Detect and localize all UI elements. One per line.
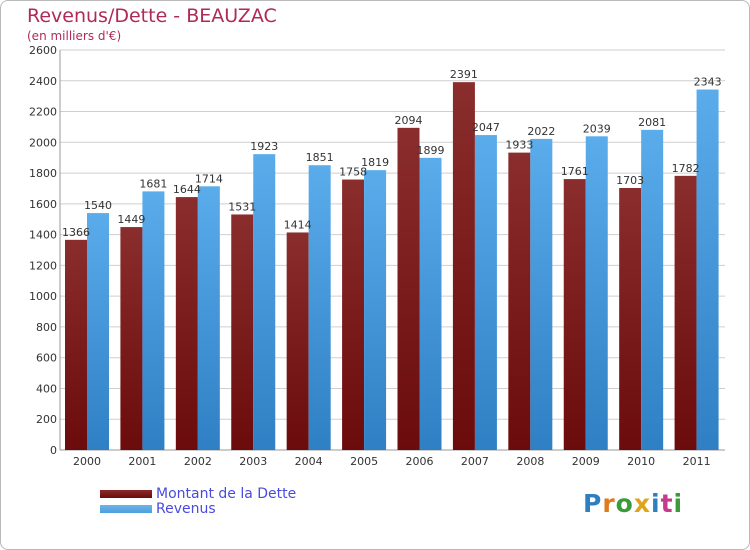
bar-debt xyxy=(619,188,642,450)
logo-letter: P xyxy=(583,489,603,518)
data-label-debt: 1449 xyxy=(117,213,145,226)
bar-revenue xyxy=(641,129,664,450)
bar-debt xyxy=(508,152,531,450)
data-label-revenue: 1714 xyxy=(195,172,223,185)
y-tick-label: 2600 xyxy=(29,44,57,57)
data-label-revenue: 2081 xyxy=(638,116,666,129)
data-label-debt: 1761 xyxy=(561,165,589,178)
bar-revenue xyxy=(585,136,608,451)
x-tick-label: 2001 xyxy=(128,455,156,468)
data-label-debt: 2391 xyxy=(450,68,478,81)
bar-debt xyxy=(175,197,198,450)
x-tick-label: 2011 xyxy=(683,455,711,468)
bar-revenue xyxy=(530,138,553,450)
x-tick-label: 2007 xyxy=(461,455,489,468)
y-tick-label: 2200 xyxy=(29,106,57,119)
logo-letter: t xyxy=(660,489,674,518)
x-tick-label: 2006 xyxy=(406,455,434,468)
data-label-debt: 2094 xyxy=(395,114,423,127)
data-label-revenue: 1681 xyxy=(139,177,167,190)
data-label-revenue: 1819 xyxy=(361,156,389,169)
bar-debt xyxy=(397,127,420,450)
bar-revenue xyxy=(197,186,220,451)
x-tick-label: 2004 xyxy=(295,455,323,468)
data-label-revenue: 1540 xyxy=(84,199,112,212)
data-label-revenue: 2039 xyxy=(583,122,611,135)
data-label-debt: 1758 xyxy=(339,166,367,179)
bar-debt xyxy=(342,179,365,451)
legend-item-debt: Montant de la Dette xyxy=(100,486,296,502)
x-tick-label: 2003 xyxy=(239,455,267,468)
data-label-debt: 1531 xyxy=(228,200,256,213)
y-tick-label: 0 xyxy=(50,444,57,457)
legend-swatch-debt xyxy=(100,490,152,498)
bar-revenue xyxy=(474,135,497,451)
legend-item-revenue: Revenus xyxy=(100,501,216,517)
y-tick-label: 1000 xyxy=(29,290,57,303)
bar-debt xyxy=(65,239,87,450)
data-label-revenue: 2022 xyxy=(527,125,555,138)
bar-debt xyxy=(674,175,697,450)
y-tick-label: 600 xyxy=(36,352,57,365)
y-tick-label: 200 xyxy=(36,413,57,426)
data-label-debt: 1366 xyxy=(62,226,90,239)
x-tick-label: 2009 xyxy=(572,455,600,468)
bar-debt xyxy=(563,179,586,451)
data-label-revenue: 1923 xyxy=(250,140,278,153)
x-tick-label: 2005 xyxy=(350,455,378,468)
logo-letter: o xyxy=(615,489,634,518)
bar-revenue xyxy=(419,157,442,450)
y-tick-label: 400 xyxy=(36,382,57,395)
x-tick-label: 2002 xyxy=(184,455,212,468)
logo-letter: r xyxy=(602,489,616,518)
y-tick-label: 800 xyxy=(36,321,57,334)
logo-letter: i xyxy=(673,489,684,518)
bar-debt xyxy=(452,82,475,451)
bar-debt xyxy=(120,227,143,450)
chart-title: Revenus/Dette - BEAUZAC xyxy=(27,5,277,27)
y-tick-label: 1800 xyxy=(29,167,57,180)
bar-revenue xyxy=(308,165,331,450)
chart-subtitle: (en milliers d'€) xyxy=(27,29,122,43)
data-label-debt: 1933 xyxy=(505,139,533,152)
x-tick-label: 2000 xyxy=(73,455,101,468)
data-label-revenue: 2047 xyxy=(472,121,500,134)
data-label-revenue: 2343 xyxy=(694,76,722,89)
data-label-debt: 1782 xyxy=(672,162,700,175)
legend-label-debt: Montant de la Dette xyxy=(156,486,297,502)
y-tick-label: 1400 xyxy=(29,229,57,242)
proxiti-logo: Proxiti xyxy=(583,489,683,518)
data-label-revenue: 1851 xyxy=(306,151,334,164)
bar-revenue xyxy=(696,89,719,451)
y-tick-label: 2400 xyxy=(29,75,57,88)
bar-debt xyxy=(231,214,254,450)
y-tick-label: 1600 xyxy=(29,198,57,211)
data-label-revenue: 1899 xyxy=(417,144,445,157)
bar-revenue xyxy=(364,170,387,450)
y-tick-label: 2000 xyxy=(29,136,57,149)
bar-revenue xyxy=(253,154,276,450)
data-label-debt: 1644 xyxy=(173,183,201,196)
y-tick-label: 1200 xyxy=(29,259,57,272)
data-label-debt: 1414 xyxy=(284,218,312,231)
logo-letter: x xyxy=(633,489,651,518)
data-label-debt: 1703 xyxy=(616,174,644,187)
x-tick-label: 2008 xyxy=(516,455,544,468)
bar-revenue xyxy=(142,191,165,450)
bar-debt xyxy=(286,232,309,450)
x-tick-label: 2010 xyxy=(627,455,655,468)
legend-label-revenue: Revenus xyxy=(156,501,216,517)
legend-swatch-revenue xyxy=(100,505,152,513)
bar-revenue xyxy=(87,213,109,450)
logo-letter: i xyxy=(651,489,661,518)
